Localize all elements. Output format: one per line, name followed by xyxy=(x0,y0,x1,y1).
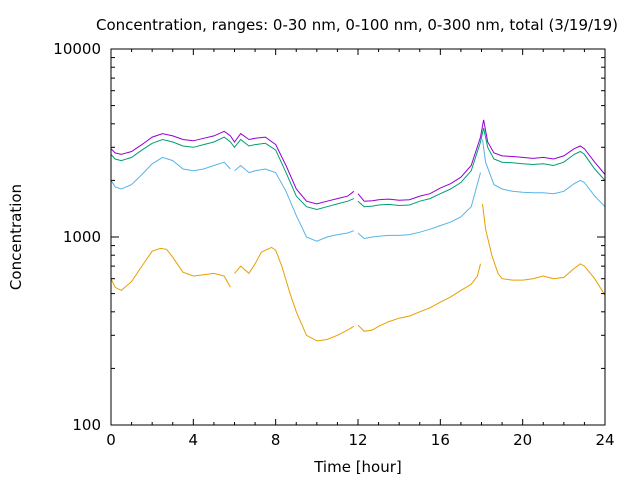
x-tick-label: 20 xyxy=(513,431,532,449)
series-1-line-segment-1 xyxy=(110,247,231,291)
series-4-line-segment-2 xyxy=(357,119,606,202)
x-axis-label: Time [hour] xyxy=(313,458,402,476)
x-tick-label: 4 xyxy=(189,431,199,449)
y-tick-label: 1000 xyxy=(63,228,101,246)
plot-frame xyxy=(110,48,606,426)
series-3-line-segment-2 xyxy=(357,127,606,208)
x-tick-label: 16 xyxy=(431,431,450,449)
series-2-line-segment-4 xyxy=(482,139,606,208)
series-1-line-segment-4 xyxy=(482,203,606,296)
axis-ticks: 0 4 8 12 16 20 24 100 1000 10000 xyxy=(53,40,614,449)
series-2-line-segment-2 xyxy=(234,164,355,242)
series-3-line-segment-1 xyxy=(110,136,355,211)
x-tick-label: 12 xyxy=(348,431,367,449)
series-4-line-segment-1 xyxy=(110,130,355,205)
series-2-line-segment-1 xyxy=(110,156,231,190)
y-tick-label: 10000 xyxy=(53,40,101,58)
x-tick-label: 0 xyxy=(106,431,116,449)
series-1-line-segment-2 xyxy=(234,246,355,342)
chart-title: Concentration, ranges: 0-30 nm, 0-100 nm… xyxy=(96,16,618,34)
y-axis-label: Concentration xyxy=(7,184,25,290)
x-tick-label: 24 xyxy=(595,431,614,449)
y-tick-label: 100 xyxy=(72,416,101,434)
plot-area xyxy=(110,119,606,342)
series-2-line-segment-3 xyxy=(357,172,481,240)
series-1-line-segment-3 xyxy=(357,263,481,332)
x-tick-label: 8 xyxy=(271,431,281,449)
